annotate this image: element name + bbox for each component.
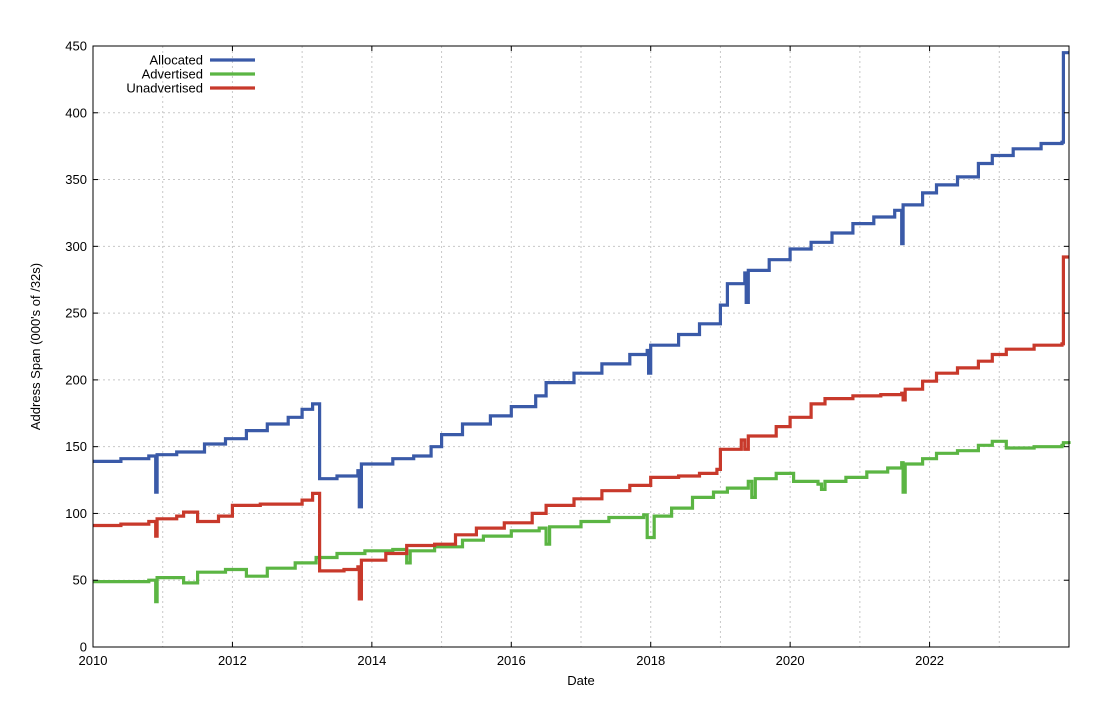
x-tick-label: 2014: [357, 653, 386, 668]
series-layer: [93, 51, 1071, 604]
y-tick-label: 450: [65, 39, 87, 54]
y-tick-label: 200: [65, 372, 87, 387]
y-tick-label: 250: [65, 306, 87, 321]
y-tick-label: 50: [73, 573, 87, 588]
y-tick-label: 100: [65, 506, 87, 521]
legend-label-unadvertised: Unadvertised: [126, 81, 203, 96]
y-tick-label: 350: [65, 172, 87, 187]
series-line-unadvertised: [93, 255, 1069, 601]
series-line-allocated: [93, 51, 1069, 509]
x-tick-label: 2012: [218, 653, 247, 668]
grid-layer: [93, 46, 1069, 647]
x-tick-label: 2016: [497, 653, 526, 668]
y-axis-title: Address Span (000's of /32s): [28, 263, 43, 430]
legend-label-advertised: Advertised: [142, 67, 203, 82]
x-tick-label: 2022: [915, 653, 944, 668]
tick-layer: 2010 2012 2014 2016 2018 2020 2022 0 50 100 150 200…: [65, 39, 1069, 668]
series-line-advertised: [93, 439, 1071, 604]
plot-frame: [92, 45, 1070, 648]
x-tick-label: 2010: [79, 653, 108, 668]
y-tick-label: 400: [65, 105, 87, 120]
y-tick-label: 150: [65, 439, 87, 454]
x-tick-label: 2020: [776, 653, 805, 668]
y-tick-label: 0: [80, 640, 87, 655]
x-axis-title: Date: [567, 673, 594, 688]
x-tick-label: 2018: [636, 653, 665, 668]
y-tick-label: 300: [65, 239, 87, 254]
legend-label-allocated: Allocated: [150, 53, 203, 68]
